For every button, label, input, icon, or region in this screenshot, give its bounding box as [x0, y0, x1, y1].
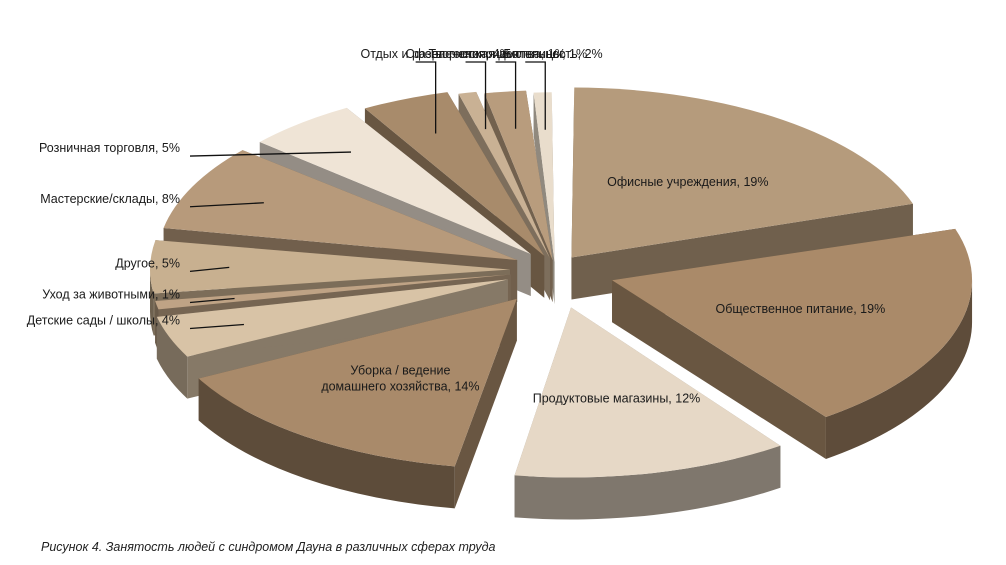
pie-slice-top — [571, 87, 913, 258]
pie-slice-top — [259, 107, 531, 254]
leader-line — [189, 266, 230, 273]
pie-slice-wall — [612, 280, 826, 459]
pie-slice — [514, 307, 781, 520]
leader-lines — [189, 61, 546, 330]
slice-label: Розничная торговля, 5% — [39, 141, 180, 155]
pie-slice-top — [163, 150, 518, 261]
slice-label: Уборка / ведение домашнего хозяйства, 14% — [321, 364, 479, 394]
pie-slice-top — [364, 92, 545, 256]
pie-slices — [150, 87, 973, 520]
pie-slice-top — [514, 307, 781, 478]
pie-slice-wall — [454, 298, 517, 509]
pie-slice-top — [533, 92, 555, 263]
pie-slice-side — [514, 445, 781, 520]
slice-label: Уход за животными, 1% — [42, 287, 180, 301]
pie-slice-top — [156, 279, 508, 357]
pie-slice-top — [198, 298, 517, 467]
leader-line — [495, 61, 517, 129]
pie-slice-side — [198, 378, 455, 509]
pie-slice-side — [156, 316, 188, 399]
pie-slice-top — [150, 240, 511, 294]
leader-line — [189, 151, 351, 157]
slice-label: Офисные учреждения, 19% — [607, 175, 768, 189]
leader-line — [525, 61, 546, 130]
slice-label: Больницы, 1% — [503, 47, 587, 61]
pie-slice-side — [825, 280, 973, 459]
leader-line — [465, 61, 487, 130]
pie-slice — [198, 298, 517, 509]
slice-label: Мастерские/склады, 8% — [40, 192, 180, 206]
figure-caption: Рисунок 4. Занятость людей с синдромом Д… — [41, 540, 496, 554]
leader-line — [189, 202, 264, 208]
leader-line — [189, 297, 235, 304]
slice-label: Сфера гостеприимства, 1% — [405, 47, 565, 61]
slice-label: Другое, 5% — [115, 256, 180, 270]
slice-label: Общественное питание, 19% — [716, 302, 886, 316]
pie-slice — [612, 228, 973, 459]
leader-line — [415, 61, 437, 134]
pie-slice-side — [150, 269, 154, 336]
pie-slice-top — [612, 228, 973, 417]
leader-line — [189, 323, 244, 330]
slice-label: Детские сады / школы, 4% — [27, 313, 180, 327]
pie-slice-top — [458, 91, 550, 259]
pie-slice-top — [155, 274, 511, 310]
slice-label: Творческая деятельность, 2% — [429, 47, 603, 61]
pie-slice-top — [484, 90, 553, 261]
slice-label: Отдых и развлечения, 4% — [360, 47, 510, 61]
slice-labels: Офисные учреждения, 19% Общественное пита… — [27, 47, 885, 405]
slice-label: Продуктовые магазины, 12% — [533, 391, 701, 405]
